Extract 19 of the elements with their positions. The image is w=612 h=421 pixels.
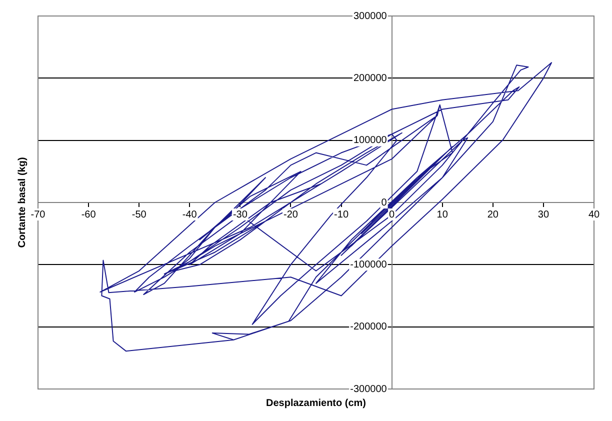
x-tick-label: -60	[81, 209, 96, 220]
y-tick-label: -100000	[350, 259, 388, 270]
y-tick-label: 200000	[353, 72, 388, 84]
x-axis-title: Desplazamiento (cm)	[266, 398, 366, 409]
y-tick-label: 0	[381, 197, 388, 208]
x-tick-label: -40	[182, 209, 198, 220]
y-tick-label: -300000	[350, 384, 388, 395]
y-tick-label: 300000	[353, 10, 388, 22]
x-tick-label: -50	[132, 209, 147, 220]
x-tick-label: -10	[334, 209, 349, 220]
y-axis-title: Cortante basal (kg)	[16, 157, 28, 248]
x-tick-label: -70	[30, 209, 46, 220]
y-tick-label: -200000	[350, 322, 388, 333]
x-tick-label: 30	[538, 209, 550, 220]
x-tick-label: 40	[588, 209, 600, 220]
x-tick-label: 10	[436, 209, 448, 220]
x-tick-label: -20	[284, 209, 298, 220]
y-tick-label: 100000	[353, 135, 388, 146]
x-tick-label: 20	[487, 209, 499, 220]
